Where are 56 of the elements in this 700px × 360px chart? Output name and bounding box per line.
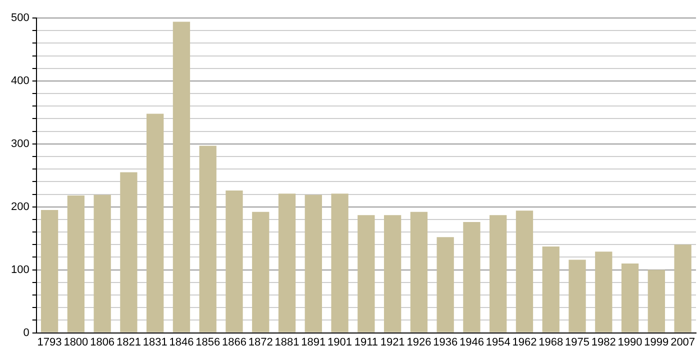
bar xyxy=(621,264,639,332)
bar xyxy=(463,222,480,332)
x-tick-label: 1846 xyxy=(169,336,194,348)
bar xyxy=(40,210,58,332)
x-tick-label: 1982 xyxy=(591,336,616,348)
bar xyxy=(516,210,534,332)
x-tick-label: 1926 xyxy=(406,336,432,348)
x-tick-label: 1954 xyxy=(486,336,510,348)
x-tick-label: 1962 xyxy=(512,336,537,348)
y-tick-label: 200 xyxy=(10,200,30,213)
x-tick-label: 1881 xyxy=(274,336,300,348)
x-tick-label: 1921 xyxy=(380,336,405,348)
bar xyxy=(226,190,243,332)
x-tick-label: 1793 xyxy=(37,336,62,348)
bar xyxy=(146,114,164,332)
bar xyxy=(674,244,692,332)
x-tick-label: 1821 xyxy=(116,336,141,348)
x-tick-label: 1806 xyxy=(90,336,115,348)
bar xyxy=(252,212,270,332)
y-tick-label: 300 xyxy=(10,138,30,150)
bar xyxy=(94,194,111,332)
bar xyxy=(568,260,586,332)
x-tick-label: 1891 xyxy=(301,336,326,348)
x-tick-label: 1872 xyxy=(248,336,273,348)
bar xyxy=(304,194,322,332)
x-tick-label: 1990 xyxy=(618,336,642,348)
x-tick-label: 1975 xyxy=(565,336,590,348)
x-tick-label: 1999 xyxy=(644,336,669,348)
bar xyxy=(490,215,507,332)
bar xyxy=(199,146,216,332)
x-tick-label: 1901 xyxy=(328,336,352,348)
x-tick-label: 1936 xyxy=(433,336,458,348)
bar xyxy=(331,194,348,332)
bar xyxy=(595,252,612,332)
y-tick-label: 100 xyxy=(10,264,30,276)
bar xyxy=(648,270,665,332)
bar xyxy=(358,215,375,332)
y-tick-label: 400 xyxy=(10,74,30,87)
bar xyxy=(67,196,85,332)
x-tick-label: 1911 xyxy=(354,336,378,348)
y-tick-label: 0 xyxy=(23,326,30,339)
bar xyxy=(278,194,296,332)
x-tick-label: 1866 xyxy=(222,336,246,348)
bar xyxy=(172,22,190,332)
y-tick-label: 500 xyxy=(10,12,30,24)
x-tick-label: 1800 xyxy=(64,336,88,348)
x-tick-label: 1968 xyxy=(538,336,564,348)
x-tick-label: 1856 xyxy=(196,336,220,348)
bar xyxy=(542,246,560,332)
bar xyxy=(384,215,402,332)
bar xyxy=(410,212,428,332)
x-tick-label: 1831 xyxy=(142,336,168,348)
bar xyxy=(436,237,454,332)
x-tick-label: 2007 xyxy=(670,336,696,348)
x-tick-label: 1946 xyxy=(459,336,484,348)
bar xyxy=(120,172,138,332)
